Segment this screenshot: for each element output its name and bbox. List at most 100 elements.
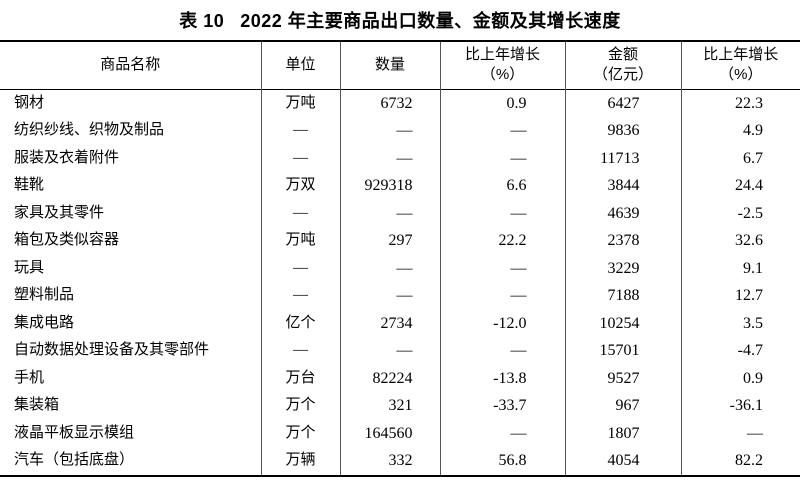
commodity-name-cell: 玩具 <box>14 259 45 276</box>
unit-cell: 万吨 <box>260 89 340 117</box>
commodity-name-cell: 集装箱 <box>14 397 60 413</box>
amount-growth-cell: 3.5 <box>680 309 800 337</box>
quantity-growth-cell: — <box>439 144 565 172</box>
table-row: 鞋靴 万双 929318 6.6 3844 24.4 <box>0 172 800 200</box>
amount-growth-cell: -36.1 <box>680 392 800 420</box>
unit-cell: 万双 <box>260 172 340 200</box>
commodity-name-cell: 服装及衣着附件 <box>14 149 120 166</box>
quantity-cell: 164560 <box>339 419 440 447</box>
commodity-name-cell: 塑料制品 <box>14 287 75 303</box>
amount-growth-cell: 12.7 <box>680 282 800 310</box>
table-row: 集装箱 万个 321 -33.7 967 -36.1 <box>0 392 800 420</box>
quantity-growth-cell: 56.8 <box>439 447 565 476</box>
amount-growth-cell: -2.5 <box>680 199 800 227</box>
commodity-name-cell: 钢材 <box>14 94 45 111</box>
unit-cell: — <box>260 337 340 365</box>
quantity-cell: 297 <box>339 227 440 255</box>
amount-cell: 3844 <box>564 172 681 200</box>
table-title: 表 10 2022 年主要商品出口数量、金额及其增长速度 <box>0 0 800 40</box>
quantity-growth-cell: -12.0 <box>439 309 565 337</box>
amount-cell: 4054 <box>564 447 681 476</box>
unit-cell: 万台 <box>260 364 340 392</box>
amount-cell: 9836 <box>564 117 681 145</box>
header-quantity-growth-unit: （%） <box>480 66 525 84</box>
unit-cell: 亿个 <box>260 309 340 337</box>
header-amount-growth: 比上年增长 （%） <box>680 41 800 89</box>
table-caption: 2022 年主要商品出口数量、金额及其增长速度 <box>240 11 621 31</box>
amount-cell: 15701 <box>564 337 681 365</box>
amount-growth-cell: 9.1 <box>680 254 800 282</box>
quantity-growth-cell: — <box>439 117 565 145</box>
amount-cell: 10254 <box>564 309 681 337</box>
table-row: 玩具 — — —3229 9.1 <box>0 254 800 282</box>
commodity-name-cell: 自动数据处理设备及其零部件 <box>14 342 210 358</box>
amount-cell: 7188 <box>564 282 681 310</box>
quantity-growth-cell: -13.8 <box>439 364 565 392</box>
amount-cell: 11713 <box>564 144 681 172</box>
unit-cell: 万吨 <box>260 227 340 255</box>
unit-cell: — <box>260 199 340 227</box>
table-row: 纺织纱线、织物及制品 — — —9836 4.9 <box>0 117 800 145</box>
table-row: 塑料制品 — — —7188 12.7 <box>0 282 800 310</box>
table-row: 箱包及类似容器 万吨 297 22.2 2378 32.6 <box>0 227 800 255</box>
amount-growth-cell: -4.7 <box>680 337 800 365</box>
header-amount-label: 金额 <box>607 46 638 64</box>
header-amount-unit: （亿元） <box>592 66 653 84</box>
amount-growth-cell: 22.3 <box>680 89 800 117</box>
amount-cell: 2378 <box>564 227 681 255</box>
unit-cell: — <box>260 144 340 172</box>
header-amount-growth-unit: （%） <box>719 66 763 84</box>
unit-cell: 万辆 <box>260 447 340 476</box>
table-body: 钢材 万吨 6732 0.9 6427 22.3 纺织纱线、织物及制品 — — —9836 4.9 服… <box>0 89 800 476</box>
unit-cell: — <box>260 254 340 282</box>
table-header: 商品名称 单位 数量 比上年增长 （%） 金额 （亿元） 比上年增长 <box>0 41 800 89</box>
quantity-cell: — <box>339 117 440 145</box>
amount-growth-cell: — <box>680 419 800 447</box>
quantity-growth-cell: 22.2 <box>439 227 565 255</box>
table-row: 集成电路 亿个 2734 -12.0 10254 3.5 <box>0 309 800 337</box>
table-row: 家具及其零件 — — —4639 -2.5 <box>0 199 800 227</box>
commodity-name-cell: 箱包及类似容器 <box>14 232 120 248</box>
export-commodity-table: 商品名称 单位 数量 比上年增长 （%） 金额 （亿元） 比上年增长 <box>0 40 800 477</box>
quantity-cell: 82224 <box>339 364 440 392</box>
amount-cell: 6427 <box>564 89 681 117</box>
table-row: 手机 万台 82224 -13.8 9527 0.9 <box>0 364 800 392</box>
quantity-growth-cell: — <box>439 337 565 365</box>
header-commodity-name-label: 商品名称 <box>100 56 161 74</box>
commodity-name-cell: 鞋靴 <box>14 177 45 193</box>
quantity-growth-cell: — <box>439 254 565 282</box>
quantity-cell: 332 <box>339 447 440 476</box>
unit-cell: — <box>260 282 340 310</box>
quantity-cell: 321 <box>339 392 440 420</box>
commodity-name-cell: 汽车（包括底盘） <box>14 452 135 468</box>
header-unit: 单位 <box>260 41 340 89</box>
header-row: 商品名称 单位 数量 比上年增长 （%） 金额 （亿元） 比上年增长 <box>0 41 800 89</box>
table-row: 钢材 万吨 6732 0.9 6427 22.3 <box>0 89 800 117</box>
amount-cell: 967 <box>564 392 681 420</box>
amount-cell: 1807 <box>564 419 681 447</box>
quantity-cell: 929318 <box>339 172 440 200</box>
commodity-name-cell: 液晶平板显示模组 <box>14 424 135 441</box>
commodity-name-cell: 手机 <box>14 369 45 386</box>
quantity-cell: — <box>339 337 440 365</box>
header-unit-label: 单位 <box>285 56 316 74</box>
amount-growth-cell: 32.6 <box>680 227 800 255</box>
amount-growth-cell: 82.2 <box>680 447 800 476</box>
commodity-name-cell: 纺织纱线、织物及制品 <box>14 122 165 138</box>
quantity-growth-cell: — <box>439 282 565 310</box>
amount-cell: 3229 <box>564 254 681 282</box>
unit-cell: 万个 <box>260 419 340 447</box>
header-quantity-growth-label: 比上年增长 <box>464 46 540 64</box>
quantity-growth-cell: -33.7 <box>439 392 565 420</box>
header-quantity-label: 数量 <box>374 56 405 74</box>
amount-cell: 4639 <box>564 199 681 227</box>
header-quantity: 数量 <box>339 41 440 89</box>
amount-cell: 9527 <box>564 364 681 392</box>
amount-growth-cell: 0.9 <box>680 364 800 392</box>
table-row: 液晶平板显示模组 万个 164560—1807— <box>0 419 800 447</box>
quantity-cell: — <box>339 282 440 310</box>
amount-growth-cell: 6.7 <box>680 144 800 172</box>
table-row: 自动数据处理设备及其零部件 — — —15701 -4.7 <box>0 337 800 365</box>
table-row: 汽车（包括底盘） 万辆 332 56.8 4054 82.2 <box>0 447 800 476</box>
